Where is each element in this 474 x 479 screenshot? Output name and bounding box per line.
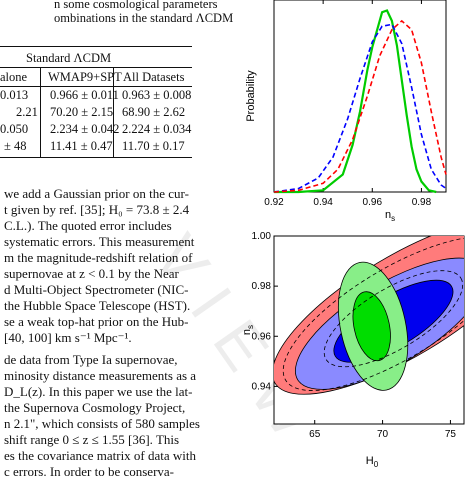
body-line: shift range 0 ≤ z ≤ 1.55 [36]. This <box>4 432 180 447</box>
plot-frame <box>273 0 447 193</box>
y-tick-label: 0.94 <box>252 381 272 392</box>
table-cell: 68.90 ± 2.62 <box>122 105 186 119</box>
table-cell: 2.224 ± 0.034 <box>122 122 192 136</box>
dashed-contour-0 <box>282 236 464 391</box>
y-tick-label: 1.00 <box>252 232 272 242</box>
table-group-header: Standard ΛCDM <box>26 51 112 65</box>
posterior-curve-1 <box>273 23 447 193</box>
caption-line-1: n some cosmological parameters <box>54 0 218 11</box>
posterior-curve-2 <box>273 19 447 193</box>
x-tick-label: 0.98 <box>412 197 432 208</box>
y-axis-label: ns <box>241 325 255 335</box>
table-cell: 0.050 <box>0 122 29 136</box>
table-cell: 0.966 ± 0.011 <box>50 88 119 102</box>
confidence-contour-4 <box>352 291 391 362</box>
table-top-rule <box>0 46 192 47</box>
h0-ns-contour-chart: 65 70 75 0.94 0.96 0.98 1.00 ns H0 <box>241 232 465 469</box>
body-line: se a weak top-hat prior on the Hub- <box>4 314 189 329</box>
table-cell: 11.70 ± 0.17 <box>122 139 185 153</box>
x-tick-label: 0.92 <box>264 197 284 208</box>
body-line: C.L.). The quoted error includes <box>4 218 172 233</box>
ns-probability-chart: 0.92 0.94 0.96 0.98 Probability ns <box>245 0 447 222</box>
table-cell: 2.234 ± 0.042 <box>50 122 120 136</box>
body-line: supernovae at z < 0.1 by the Near <box>4 266 179 281</box>
table-cell: 2.21 <box>16 105 38 119</box>
table-cell: 0.013 <box>0 88 29 102</box>
body-line: t given by ref. [35]; H₀ = 73.8 ± 2.4 <box>4 202 190 217</box>
x-tick-label: 0.96 <box>363 197 383 208</box>
y-tick-label: 0.96 <box>252 331 272 342</box>
body-line: m the magnitude-redshift relation of <box>4 250 193 265</box>
table-col-divider <box>113 67 114 157</box>
body-line: de data from Type Ia supernovae, <box>4 352 178 367</box>
caption-line-2: ombinations in the standard ΛCDM <box>54 11 234 25</box>
x-tick-label: 70 <box>377 429 389 440</box>
table-bottom-rule <box>0 157 192 158</box>
x-tick-label: 0.94 <box>313 197 333 208</box>
body-line: we add a Gaussian prior on the cur- <box>4 186 189 201</box>
table-cell: 11.41 ± 0.47 <box>50 139 113 153</box>
table-cell: ± 48 <box>4 139 27 153</box>
table-header-rule <box>0 86 192 87</box>
body-line: the Hubble Space Telescope (HST). <box>4 298 191 313</box>
x-tick-label: 65 <box>309 429 321 440</box>
y-tick-label: 0.98 <box>252 281 272 292</box>
table-col-header-2: All Datasets <box>123 70 185 84</box>
body-line: D_L(z). In this paper we use the lat- <box>4 384 193 399</box>
body-line: d Multi-Object Spectrometer (NIC- <box>4 282 189 297</box>
table-cell: 0.963 ± 0.008 <box>122 88 192 102</box>
x-tick-label: 75 <box>445 429 457 440</box>
body-line: n 2.1", which consists of 580 samples <box>4 416 200 431</box>
body-line: c errors. In order to be conserva- <box>4 464 175 479</box>
body-line: [40, 100] km s⁻¹ Mpc⁻¹. <box>4 330 132 345</box>
table-col-header-0: alone <box>0 70 28 84</box>
table-cell: 70.20 ± 2.15 <box>50 105 114 119</box>
table-col-divider <box>40 67 41 157</box>
body-line: minosity distance measurements as a <box>4 368 197 383</box>
x-axis-label: ns <box>385 209 395 222</box>
table-col-header-1: WMAP9+SPT <box>48 70 122 84</box>
posterior-curve-0 <box>274 9 437 194</box>
table-mid-rule <box>0 67 192 68</box>
x-axis-label: H0 <box>366 455 379 469</box>
body-line: the Supernova Cosmology Project, <box>4 400 186 415</box>
dashed-contour-1 <box>323 270 464 368</box>
body-line: es the covariance matrix of data with <box>4 448 197 463</box>
body-line: systematic errors. This measurement <box>4 234 195 249</box>
y-axis-label: Probability <box>245 70 257 122</box>
